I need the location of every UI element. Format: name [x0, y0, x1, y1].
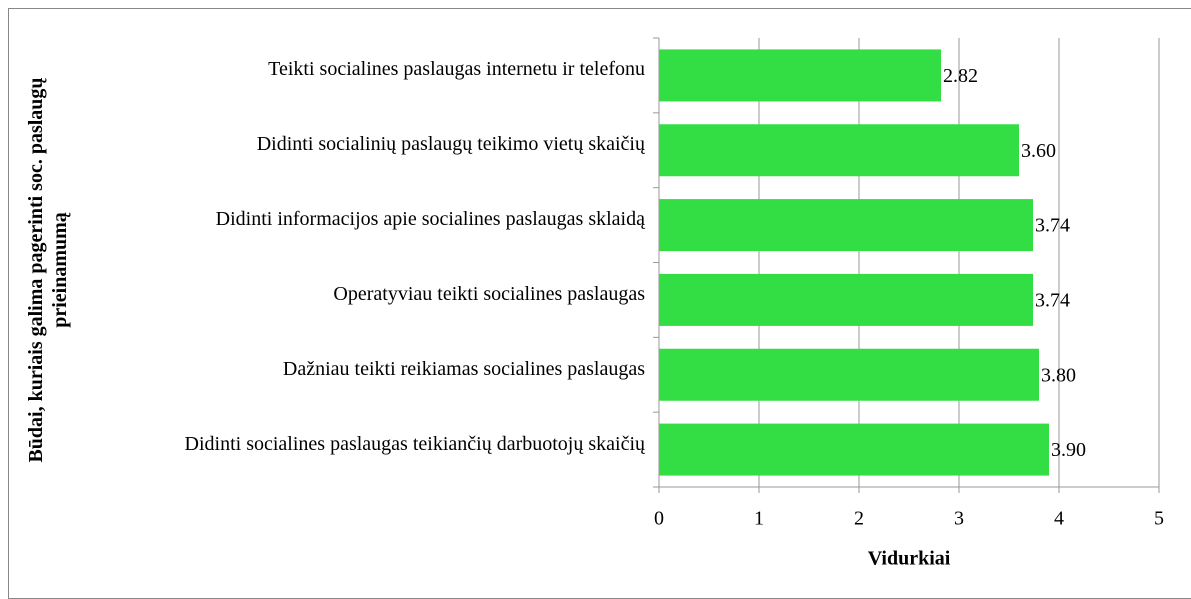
y-axis-title: Būdai, kuriais galima pagerinti soc. pas… — [25, 77, 71, 463]
x-tick-label: 1 — [754, 508, 764, 530]
value-label: 3.60 — [1021, 140, 1056, 162]
value-label: 3.74 — [1035, 215, 1070, 237]
category-text: Operatyviau teikti socialines paslaugas — [333, 282, 645, 305]
category-label: Didinti socialinių paslaugų teikimo viet… — [130, 132, 645, 156]
category-text: Didinti informacijos apie socialines pas… — [215, 208, 645, 231]
value-label: 3.74 — [1035, 290, 1070, 312]
category-text: Didinti socialines paslaugas teikiančių … — [184, 432, 645, 455]
x-tick-label: 2 — [854, 508, 864, 530]
category-label: Operatyviau teikti socialines paslaugas — [130, 282, 645, 306]
bar — [659, 49, 941, 102]
bar — [659, 199, 1033, 252]
bar — [659, 124, 1019, 177]
value-label: 2.82 — [943, 65, 978, 87]
category-label: Didinti socialines paslaugas teikiančių … — [130, 432, 645, 456]
category-label: Dažniau teikti reikiamas socialines pasl… — [130, 357, 645, 381]
category-text: Didinti socialinių paslaugų teikimo viet… — [256, 133, 645, 156]
x-tick-label: 5 — [1154, 508, 1164, 530]
bar — [659, 348, 1039, 401]
value-label: 3.80 — [1041, 364, 1076, 386]
value-label: 3.90 — [1051, 439, 1086, 461]
x-axis-title: Vidurkiai — [868, 548, 951, 570]
category-text: Dažniau teikti reikiamas socialines pasl… — [282, 357, 645, 380]
bar — [659, 273, 1033, 326]
category-label: Didinti informacijos apie socialines pas… — [130, 207, 645, 231]
category-text: Teikti socialines paslaugas internetu ir… — [268, 58, 645, 81]
category-label: Teikti socialines paslaugas internetu ir… — [130, 57, 645, 81]
x-tick-label: 3 — [954, 508, 964, 530]
bar — [659, 423, 1049, 476]
x-tick-label: 0 — [654, 508, 664, 530]
x-tick-label: 4 — [1054, 508, 1064, 530]
